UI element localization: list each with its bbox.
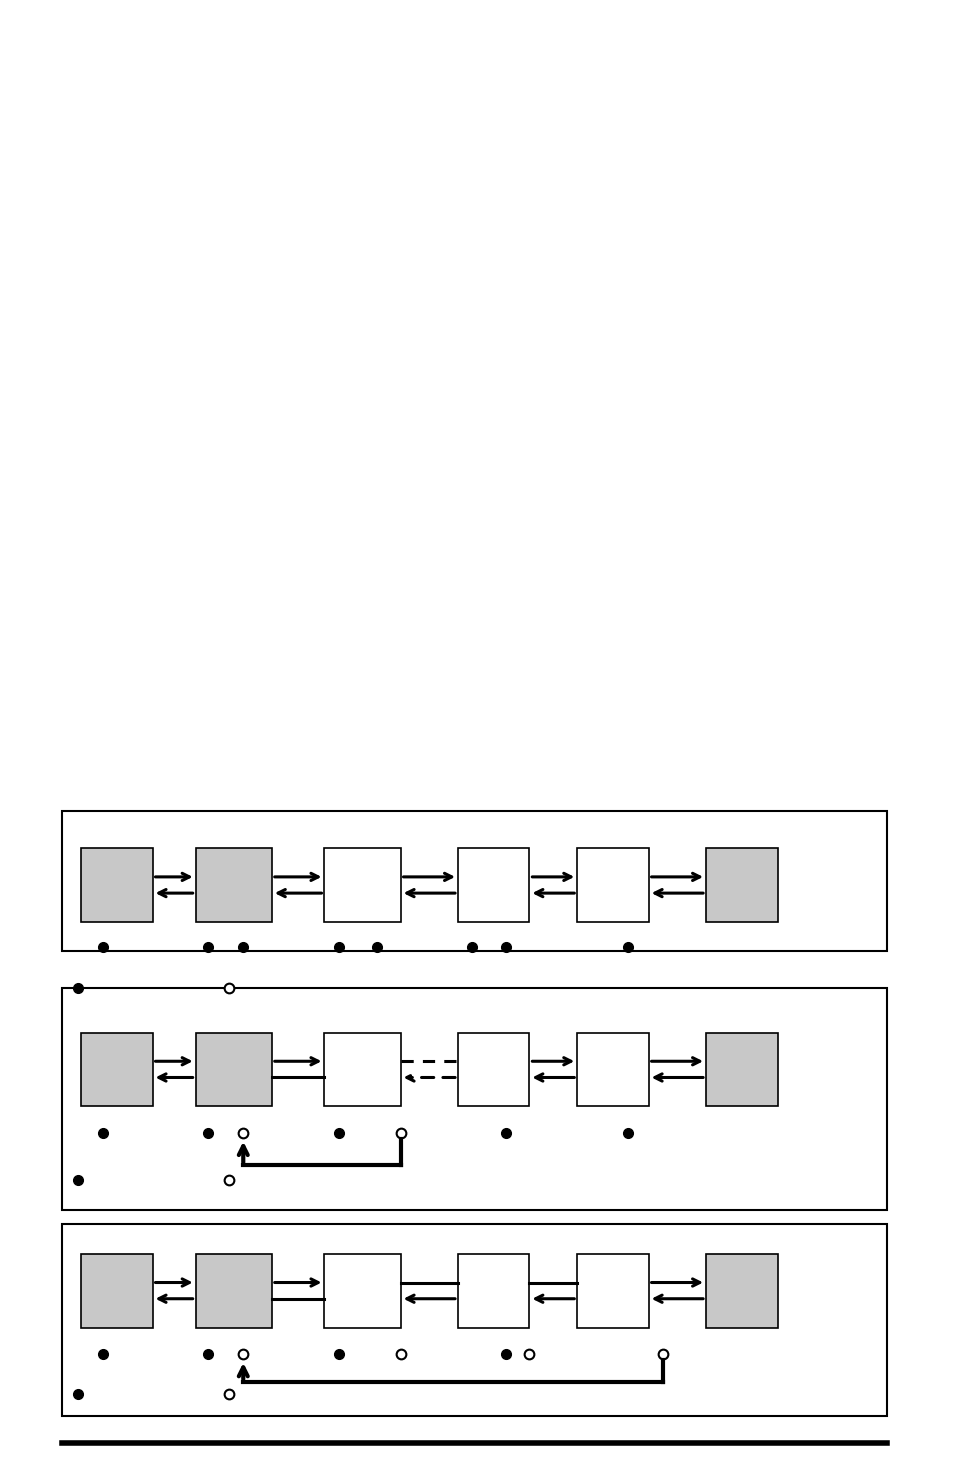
Bar bbox=[195, 1032, 272, 1106]
Bar bbox=[457, 1032, 529, 1106]
Bar bbox=[577, 1254, 648, 1328]
Bar bbox=[62, 811, 886, 951]
Bar bbox=[324, 1032, 400, 1106]
Bar bbox=[195, 1254, 272, 1328]
Bar bbox=[705, 848, 777, 922]
Bar bbox=[62, 988, 886, 1210]
Bar bbox=[705, 1254, 777, 1328]
Bar bbox=[577, 848, 648, 922]
Bar bbox=[62, 1224, 886, 1416]
Bar bbox=[324, 1254, 400, 1328]
Bar bbox=[457, 1254, 529, 1328]
Bar bbox=[577, 1032, 648, 1106]
Bar bbox=[81, 1032, 152, 1106]
Bar bbox=[457, 848, 529, 922]
Bar bbox=[81, 848, 152, 922]
Bar bbox=[705, 1032, 777, 1106]
Bar bbox=[81, 1254, 152, 1328]
Bar bbox=[195, 848, 272, 922]
Bar bbox=[324, 848, 400, 922]
